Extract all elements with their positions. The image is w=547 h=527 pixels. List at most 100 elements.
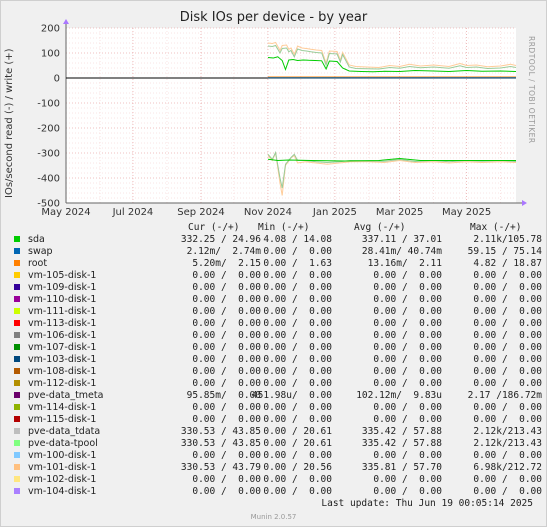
legend-value-cur: 0.00 / 0.00 — [192, 354, 261, 365]
legend-value-avg: 0.00 / 0.00 — [373, 414, 442, 425]
series-line-pve-data-tpool-write — [267, 44, 517, 70]
legend-value-max: 0.00 / 0.00 — [473, 402, 542, 413]
y-tick-label: 0 — [54, 74, 60, 85]
legend-value-cur: 330.53 / 43.85 — [180, 438, 261, 449]
legend-value-max: 0.00 / 0.00 — [473, 306, 542, 317]
legend-series-name: vm-103-disk-1 — [28, 354, 97, 365]
legend-value-max: 0.00 / 0.00 — [473, 450, 542, 461]
legend-row: vm-109-disk-1 0.00 / 0.00 0.00 / 0.00 0.00 … — [12, 282, 542, 294]
legend-value-min: 0.00 / 0.00 — [263, 402, 332, 413]
legend-header-max: Max (-/+) — [470, 222, 522, 233]
legend-value-avg: 0.00 / 0.00 — [373, 330, 442, 341]
legend-swatch — [14, 320, 20, 326]
legend-value-max: 2.11k/105.78 — [473, 234, 542, 245]
y-tick-label: -400 — [37, 174, 60, 185]
legend-series-name: vm-113-disk-1 — [28, 318, 97, 329]
legend-value-max: 59.15 / 75.14 — [467, 246, 542, 257]
legend-value-min: 4.08 / 14.08 — [263, 234, 332, 245]
legend-series-name: sda — [28, 234, 45, 245]
legend-row: vm-101-disk-1 330.53 / 43.79 0.00 / 20.56 3… — [12, 462, 542, 474]
legend-swatch — [14, 344, 20, 350]
legend-series-name: vm-105-disk-1 — [28, 270, 97, 281]
legend-value-avg: 0.00 / 0.00 — [373, 270, 442, 281]
legend-series-name: root — [28, 258, 48, 269]
legend-value-cur: 0.00 / 0.00 — [192, 342, 261, 353]
legend-value-max: 0.00 / 0.00 — [473, 474, 542, 485]
legend-value-cur: 0.00 / 0.00 — [192, 486, 261, 497]
legend-value-avg: 335.42 / 57.88 — [361, 438, 442, 449]
legend-value-cur: 0.00 / 0.00 — [192, 318, 261, 329]
legend-swatch — [14, 380, 20, 386]
legend-series-name: vm-100-disk-1 — [28, 450, 97, 461]
legend-swatch — [14, 452, 20, 458]
legend-value-avg: 0.00 / 0.00 — [373, 306, 442, 317]
legend-value-max: 6.98k/212.72 — [473, 462, 542, 473]
legend-value-cur: 95.85m/ 0.00 — [186, 390, 261, 401]
legend-value-min: 0.00 / 0.00 — [263, 318, 332, 329]
y-tick-label: -100 — [37, 99, 60, 110]
legend-value-avg: 0.00 / 0.00 — [373, 354, 442, 365]
legend-value-max: 0.00 / 0.00 — [473, 294, 542, 305]
legend-row: vm-107-disk-1 0.00 / 0.00 0.00 / 0.00 0.00 … — [12, 342, 542, 354]
series-line-sda-read — [267, 157, 516, 162]
legend-value-max: 0.00 / 0.00 — [473, 366, 542, 377]
legend-row: vm-105-disk-1 0.00 / 0.00 0.00 / 0.00 0.00 … — [12, 270, 542, 282]
legend-series-name: vm-108-disk-1 — [28, 366, 97, 377]
legend-series-name: vm-107-disk-1 — [28, 342, 97, 353]
legend-swatch — [14, 488, 20, 494]
legend-value-cur: 0.00 / 0.00 — [192, 306, 261, 317]
legend-value-max: 0.00 / 0.00 — [473, 318, 542, 329]
munin-version: Munin 2.0.57 — [250, 513, 297, 521]
x-axis-arrow — [522, 200, 527, 206]
legend-value-max: 0.00 / 0.00 — [473, 486, 542, 497]
legend-row: vm-102-disk-1 0.00 / 0.00 0.00 / 0.00 0.00 … — [12, 474, 542, 486]
legend-value-min: 0.00 / 0.00 — [263, 270, 332, 281]
legend-value-min: 0.00 / 0.00 — [263, 342, 332, 353]
legend-header-avg: Avg (-/+) — [354, 222, 406, 233]
legend-swatch — [14, 416, 20, 422]
x-tick-label: Jul 2024 — [112, 207, 154, 218]
legend-value-avg: 0.00 / 0.00 — [373, 318, 442, 329]
legend-value-cur: 0.00 / 0.00 — [192, 366, 261, 377]
legend-series-name: vm-114-disk-1 — [28, 402, 97, 413]
legend-swatch — [14, 440, 20, 446]
legend-value-min: 0.00 / 0.00 — [263, 330, 332, 341]
legend-row: vm-106-disk-1 0.00 / 0.00 0.00 / 0.00 0.00 … — [12, 330, 542, 342]
series-line-pve-data_tdata-read — [267, 151, 517, 196]
legend-value-avg: 102.12m/ 9.83u — [356, 390, 442, 401]
legend-series-name: vm-110-disk-1 — [28, 294, 97, 305]
legend-row: vm-104-disk-1 0.00 / 0.00 0.00 / 0.00 0.00 … — [12, 486, 542, 498]
legend-value-cur: 0.00 / 0.00 — [192, 402, 261, 413]
legend-row: vm-114-disk-1 0.00 / 0.00 0.00 / 0.00 0.00 … — [12, 402, 542, 414]
legend-value-cur: 0.00 / 0.00 — [192, 270, 261, 281]
legend-value-max: 0.00 / 0.00 — [473, 330, 542, 341]
legend-value-avg: 0.00 / 0.00 — [373, 294, 442, 305]
legend-row: vm-100-disk-1 0.00 / 0.00 0.00 / 0.00 0.00 … — [12, 450, 542, 462]
legend-swatch — [14, 260, 20, 266]
legend-value-min: 0.00 / 20.56 — [263, 462, 332, 473]
legend-value-cur: 0.00 / 0.00 — [192, 414, 261, 425]
legend-value-cur: 0.00 / 0.00 — [192, 330, 261, 341]
legend-value-cur: 0.00 / 0.00 — [192, 474, 261, 485]
legend-value-min: 0.00 / 0.00 — [263, 354, 332, 365]
legend-value-min: 0.00 / 0.00 — [263, 294, 332, 305]
legend-value-max: 0.00 / 0.00 — [473, 270, 542, 281]
legend-row: vm-103-disk-1 0.00 / 0.00 0.00 / 0.00 0.00 … — [12, 354, 542, 366]
plot-background — [66, 28, 516, 203]
legend-row: vm-111-disk-1 0.00 / 0.00 0.00 / 0.00 0.00 … — [12, 306, 542, 318]
y-tick-labels: 200 100 0 -100 -200 -300 -400 -500 — [37, 24, 60, 210]
legend-value-avg: 0.00 / 0.00 — [373, 474, 442, 485]
legend-row: vm-113-disk-1 0.00 / 0.00 0.00 / 0.00 0.00 … — [12, 318, 542, 330]
x-tick-label: May 2024 — [41, 207, 90, 218]
legend-swatch — [14, 476, 20, 482]
legend-series-name: vm-102-disk-1 — [28, 474, 97, 485]
y-tick-label: -300 — [37, 149, 60, 160]
legend-value-avg: 0.00 / 0.00 — [373, 282, 442, 293]
legend-value-max: 0.00 / 0.00 — [473, 414, 542, 425]
legend-value-cur: 0.00 / 0.00 — [192, 450, 261, 461]
legend-value-min: 0.00 / 0.00 — [263, 378, 332, 389]
legend-row: vm-115-disk-1 0.00 / 0.00 0.00 / 0.00 0.00 … — [12, 414, 542, 426]
legend-value-cur: 2.12m/ 2.74m — [186, 246, 261, 257]
series-line-sda-write — [267, 56, 517, 73]
legend-value-min: 0.00 / 0.00 — [263, 474, 332, 485]
